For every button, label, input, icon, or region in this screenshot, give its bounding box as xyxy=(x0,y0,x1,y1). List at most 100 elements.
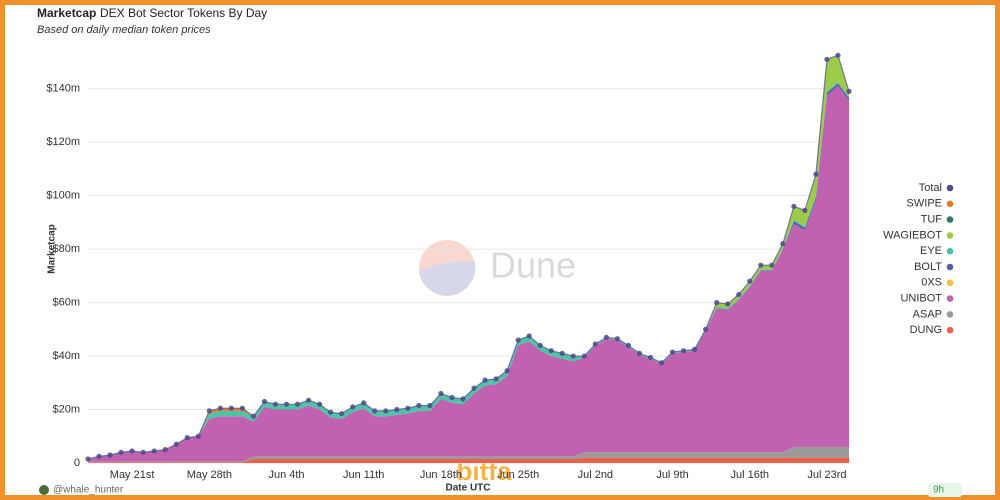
total-dot xyxy=(405,405,411,411)
total-dot xyxy=(283,401,290,407)
total-dot xyxy=(107,452,113,458)
area xyxy=(88,446,849,463)
total-dot xyxy=(592,341,598,347)
total-dot xyxy=(835,52,841,58)
total-dot xyxy=(394,406,400,413)
watermark-logo-part xyxy=(419,261,476,296)
total-dot xyxy=(802,207,808,213)
total-dot xyxy=(846,88,852,95)
chart-name: DEX Bot Sector Tokens By Day xyxy=(100,6,267,20)
y-tick-label: $80m xyxy=(52,243,80,255)
legend-swatch xyxy=(946,279,954,287)
legend-label: ASAP xyxy=(913,308,942,320)
legend-label: SWIPE xyxy=(907,198,942,210)
total-dot xyxy=(548,348,554,354)
total-dot xyxy=(460,396,466,402)
total-dot xyxy=(140,449,146,455)
legend-swatch xyxy=(946,184,954,192)
total-dot xyxy=(691,346,698,352)
x-tick-label: Jun 18th xyxy=(420,469,462,481)
total-dot xyxy=(703,326,709,332)
x-tick-label: Jun 25th xyxy=(497,469,539,481)
y-tick-label: $120m xyxy=(46,136,80,148)
total-dot xyxy=(85,456,91,462)
total-dot xyxy=(361,400,367,406)
y-tick-label: $140m xyxy=(46,83,80,95)
x-tick-label: May 28th xyxy=(187,469,232,481)
total-dot xyxy=(570,353,576,359)
x-tick-label: Jun 4th xyxy=(268,469,304,481)
x-tick-label: Jul 2nd xyxy=(578,469,613,481)
y-tick-label: $20m xyxy=(52,403,80,415)
total-dot xyxy=(791,203,797,209)
legend-swatch xyxy=(946,247,954,255)
total-dot xyxy=(658,360,665,366)
total-dot xyxy=(239,405,246,411)
area xyxy=(88,457,849,463)
total-dot xyxy=(625,342,632,348)
legend-label: EYE xyxy=(920,245,942,257)
total-dot xyxy=(228,405,234,411)
total-dot xyxy=(559,350,565,356)
total-dot xyxy=(614,336,620,342)
legend-label: Total xyxy=(919,182,942,194)
watermark: Dune xyxy=(419,240,576,296)
legend-swatch xyxy=(946,263,954,271)
y-tick-label: $40m xyxy=(52,350,80,362)
total-dot xyxy=(736,291,742,298)
total-dot xyxy=(747,278,753,284)
total-dot xyxy=(758,262,764,268)
total-dot xyxy=(438,390,444,397)
author-avatar xyxy=(39,485,49,495)
total-dot xyxy=(151,448,157,454)
area xyxy=(88,86,849,462)
legend-swatch xyxy=(946,326,954,334)
total-dot xyxy=(769,262,775,268)
legend-swatch xyxy=(946,311,954,318)
watermark-text: Dune xyxy=(490,245,576,286)
chart-subtitle: Based on daily median token prices xyxy=(37,24,211,36)
x-axis-label: Date UTC xyxy=(445,483,490,494)
y-axis-label: Marketcap xyxy=(47,224,58,273)
legend-label: WAGIEBOT xyxy=(883,229,942,241)
total-dot xyxy=(471,385,477,391)
total-dot xyxy=(328,409,334,415)
total-dot xyxy=(217,405,223,411)
legend-swatch xyxy=(946,232,954,239)
total-dot xyxy=(372,408,378,414)
total-dot xyxy=(173,441,179,447)
legend-label: 0XS xyxy=(921,277,942,289)
total-dot xyxy=(427,402,433,409)
age-badge xyxy=(928,483,962,497)
total-dot xyxy=(305,397,312,403)
total-dot xyxy=(162,447,168,453)
x-tick-label: May 21st xyxy=(110,469,155,481)
chart-title: Marketcap xyxy=(37,6,96,20)
total-dot xyxy=(416,402,422,409)
total-dot xyxy=(669,349,676,355)
total-dot xyxy=(350,404,356,410)
total-dot xyxy=(118,449,124,455)
age: 9h xyxy=(933,485,944,496)
total-dot xyxy=(813,171,819,177)
total-dot xyxy=(272,401,279,407)
total-dot xyxy=(195,433,201,439)
total-dot xyxy=(206,408,212,414)
total-dot xyxy=(129,448,135,454)
total-dot xyxy=(294,401,301,407)
total-dot xyxy=(482,377,488,383)
total-dot xyxy=(647,354,654,361)
total-dot xyxy=(515,337,521,343)
legend-swatch xyxy=(946,216,954,223)
legend-label: DUNG xyxy=(910,324,942,336)
legend-swatch xyxy=(946,295,954,302)
y-tick-label: 0 xyxy=(74,457,80,469)
total-dot xyxy=(317,401,323,407)
total-dot xyxy=(780,241,786,247)
total-dot xyxy=(383,408,389,414)
total-dot xyxy=(261,398,268,405)
total-dot xyxy=(725,301,731,307)
total-dot xyxy=(504,368,510,374)
legend-label: BOLT xyxy=(914,261,942,273)
total-dot xyxy=(96,453,102,459)
